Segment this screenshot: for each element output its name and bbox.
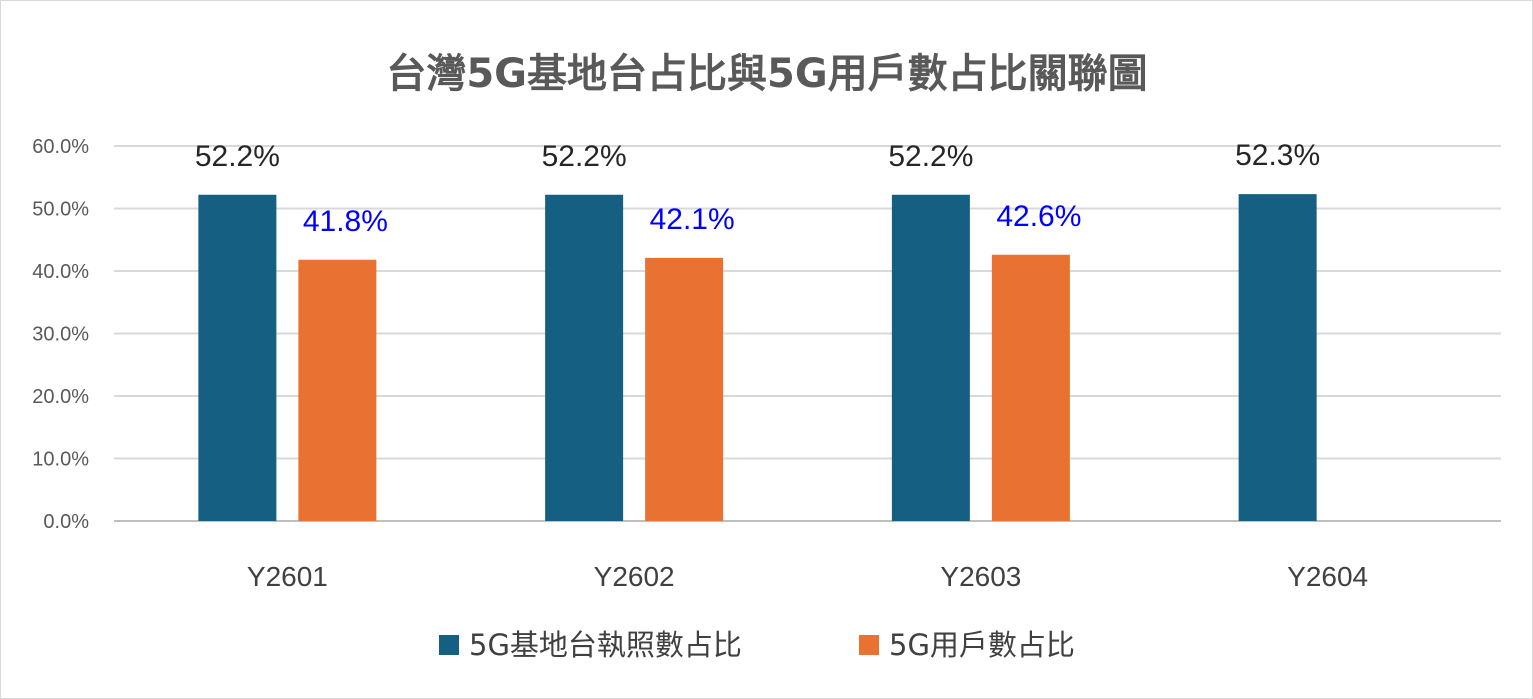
data-label: 42.6% [996, 200, 1081, 233]
x-category-label: Y2601 [247, 561, 328, 592]
data-label: 52.2% [542, 140, 627, 173]
legend-swatch [859, 635, 879, 655]
y-tick-label: 30.0% [32, 324, 89, 346]
data-label: 42.1% [650, 203, 735, 236]
x-category-label: Y2603 [940, 561, 1021, 592]
y-tick-label: 50.0% [32, 199, 89, 221]
bar-5g-basestation-share [1238, 194, 1317, 521]
bar-5g-basestation-share [545, 194, 624, 521]
x-category-label: Y2604 [1287, 561, 1368, 592]
y-tick-label: 40.0% [32, 261, 89, 283]
data-label: 52.3% [1235, 139, 1320, 172]
bar-5g-basestation-share [891, 194, 970, 521]
bar-5g-subscriber-share [298, 259, 377, 521]
x-category-label: Y2602 [594, 561, 675, 592]
bar-5g-subscriber-share [645, 257, 724, 521]
legend-label: 5G用戶數占比 [889, 628, 1075, 662]
data-label: 52.2% [195, 140, 280, 173]
y-tick-label: 20.0% [32, 386, 89, 408]
data-label: 52.2% [888, 140, 973, 173]
legend-swatch [439, 635, 459, 655]
y-tick-label: 60.0% [32, 136, 89, 158]
legend-label: 5G基地台執照數占比 [469, 628, 742, 662]
chart-title: 台灣5G基地台占比與5G用戶數占比關聯圖 [386, 51, 1147, 97]
y-tick-label: 0.0% [43, 511, 89, 533]
data-label: 41.8% [303, 205, 388, 238]
bar-5g-subscriber-share [991, 254, 1070, 521]
y-tick-label: 10.0% [32, 449, 89, 471]
bar-5g-basestation-share [198, 194, 277, 521]
